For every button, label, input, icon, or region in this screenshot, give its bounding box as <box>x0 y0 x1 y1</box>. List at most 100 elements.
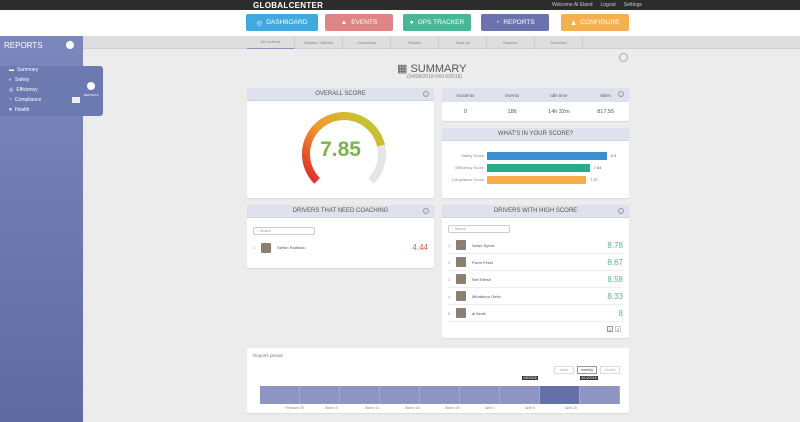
subtab[interactable]: Software, Switches <box>295 36 343 49</box>
top-bar: GLOBALCENTER Welcome Al Eland Logout Setti… <box>0 0 800 10</box>
subtab[interactable]: All Locations <box>247 36 295 49</box>
sidebar-submenu: ▬ Summary ◐ Safety ◎ Efficiency ~ Compliance… <box>0 66 103 116</box>
page-2-button[interactable]: 2 <box>615 326 621 332</box>
stat-idle-time: 14h 32m <box>548 108 570 115</box>
main-nav: ◎ DASHBOARD ▲ EVENTS ● GPS TRACKER ◔ REPORTS… <box>0 10 800 36</box>
sidebar-item-compliance[interactable]: ~ Compliance <box>9 97 42 103</box>
score-gauge <box>302 112 386 184</box>
avatar <box>456 257 466 267</box>
coaching-card: DRIVERS THAT NEED COACHING i ⌕ Search 1 St… <box>247 205 434 268</box>
pie-icon[interactable] <box>66 41 74 49</box>
list-item[interactable]: 4 Mihalkevu Getin 8.33 <box>448 288 623 305</box>
heart-icon: ♥ <box>9 107 12 113</box>
timeline-tick: April 1 <box>485 406 495 410</box>
sub-tabs: All Locations Software, Switches Connect… <box>83 36 800 49</box>
nav-configure[interactable]: ♟ CONFIGURE <box>561 14 629 31</box>
logo: GLOBALCENTER <box>253 1 324 10</box>
subtab[interactable]: Timesheet <box>535 36 583 49</box>
reports-period-card: Reports period daily weekly month 4/8/20… <box>247 348 629 413</box>
back-button[interactable] <box>619 53 628 62</box>
stat-events: 186 <box>507 108 517 115</box>
page-1-button[interactable]: 1 <box>607 326 613 332</box>
weekly-button[interactable]: weekly <box>577 366 597 374</box>
date-range: (04/08/2018-04/14/2018) <box>407 74 463 80</box>
timeline-tick: March 25 <box>445 406 460 410</box>
avatar <box>456 240 466 250</box>
nav-events[interactable]: ▲ EVENTS <box>325 14 393 31</box>
whats-in-score-card: WHAT'S IN YOUR SCORE? Safety Score 8.9 Ef… <box>442 128 629 198</box>
avatar <box>456 274 466 284</box>
shield-icon: ◐ <box>9 77 13 83</box>
sidebar-item-efficiency[interactable]: ◎ Efficiency <box>9 87 38 93</box>
timeline-week[interactable] <box>300 386 340 404</box>
stats-card: Incidents Events Idle time Miles i 0 186 14h … <box>442 88 629 121</box>
nav-reports[interactable]: ◔ REPORTS <box>481 14 549 31</box>
list-item[interactable]: 1 Stefan Radecku 4.44 <box>253 242 428 253</box>
list-item[interactable]: 5 al Brutti 8 <box>448 305 623 322</box>
gauge-icon: ◎ <box>9 87 14 93</box>
info-icon[interactable]: i <box>423 91 429 97</box>
card-title: DRIVERS WITH HIGH SCORE <box>493 208 578 214</box>
sidebar-item-safety[interactable]: ◐ Safety <box>9 77 30 83</box>
logout-link[interactable]: Logout <box>600 2 616 8</box>
timeline-week[interactable] <box>340 386 380 404</box>
timeline-week[interactable] <box>580 386 620 404</box>
avatar <box>261 242 271 253</box>
overall-score-card: OVERALL SCORE i 7.85 <box>247 88 434 198</box>
score-label: Efficiency Score <box>455 165 484 170</box>
chart-icon: ◔ <box>495 19 500 26</box>
stat-incidents: 0 <box>463 108 467 115</box>
list-item[interactable]: 1 Nolan Kyess 8.78 <box>448 237 623 254</box>
info-icon[interactable]: i <box>618 208 624 214</box>
period-title: Reports period <box>253 353 283 358</box>
pin-icon: ● <box>409 19 414 26</box>
subtab[interactable]: Connections <box>343 36 391 49</box>
nav-gps-tracker[interactable]: ● GPS TRACKER <box>403 14 471 31</box>
sidebar-title: REPORTS <box>4 41 43 50</box>
list-item[interactable]: 3 Neil Eltesh 8.58 <box>448 271 623 288</box>
info-icon[interactable]: i <box>423 208 429 214</box>
info-icon[interactable]: i <box>618 91 624 97</box>
user-icon: ♟ <box>570 19 577 27</box>
pie-icon <box>87 82 95 90</box>
card-title: WHAT'S IN YOUR SCORE? <box>497 131 574 137</box>
start-flag[interactable]: 4/8/2018 <box>522 376 538 380</box>
subtab[interactable]: Trade Up <box>439 36 487 49</box>
score-value: 7.37 <box>590 177 598 182</box>
stat-header: Miles <box>600 92 611 98</box>
dashboard-icon: ◎ <box>256 19 263 27</box>
stat-header: Incidents <box>456 92 475 98</box>
gauge-fill <box>302 112 385 184</box>
timeline-week[interactable] <box>380 386 420 404</box>
avatar <box>456 308 466 318</box>
summary-icon: ▬ <box>9 67 14 73</box>
timeline-week[interactable] <box>460 386 500 404</box>
timeline-week[interactable] <box>540 386 580 404</box>
subtab[interactable]: Vehicles <box>391 36 439 49</box>
period-timeline[interactable] <box>260 386 620 404</box>
card-title: OVERALL SCORE <box>315 91 366 97</box>
timeline-tick: April 15 <box>565 406 577 410</box>
compliance-badge <box>72 97 80 103</box>
score-bar <box>487 152 607 160</box>
score-bar <box>487 164 590 172</box>
subtab[interactable]: Business <box>487 36 535 49</box>
timeline-tick: April 8 <box>525 406 535 410</box>
daily-button[interactable]: daily <box>554 366 574 374</box>
end-flag[interactable]: 4/14/2018 <box>580 376 598 380</box>
sidebar-item-health[interactable]: ♥ Health <box>9 107 30 113</box>
timeline-week[interactable] <box>420 386 460 404</box>
timeline-week[interactable] <box>260 386 300 404</box>
coaching-search-input[interactable]: ⌕ Search <box>253 227 315 235</box>
settings-link[interactable]: Settings <box>623 2 642 8</box>
reports-badge-label: REPORTS <box>84 93 99 97</box>
nav-dashboard[interactable]: ◎ DASHBOARD <box>246 14 318 31</box>
score-value: 7.64 <box>593 165 602 170</box>
high-search-input[interactable]: ⌕ Search <box>448 225 510 233</box>
score-label: Compliance Score <box>451 177 484 182</box>
month-button[interactable]: month <box>600 366 620 374</box>
timeline-week[interactable] <box>500 386 540 404</box>
timeline-tick: March 4 <box>325 406 338 410</box>
list-item[interactable]: 2 Pavin Fesel 8.67 <box>448 254 623 271</box>
sidebar-item-summary[interactable]: ▬ Summary <box>9 67 39 73</box>
